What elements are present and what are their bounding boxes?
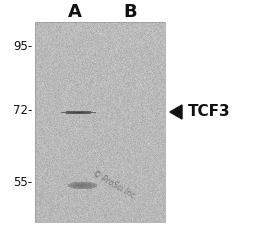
- Text: 95-: 95-: [13, 40, 32, 54]
- Text: 55-: 55-: [13, 176, 32, 190]
- Text: TCF3: TCF3: [188, 105, 231, 120]
- Text: B: B: [123, 3, 137, 21]
- Polygon shape: [170, 105, 182, 119]
- Text: 72-: 72-: [13, 103, 32, 117]
- Text: © ProSci Inc.: © ProSci Inc.: [91, 169, 139, 201]
- Text: A: A: [68, 3, 82, 21]
- Bar: [35, 22, 165, 222]
